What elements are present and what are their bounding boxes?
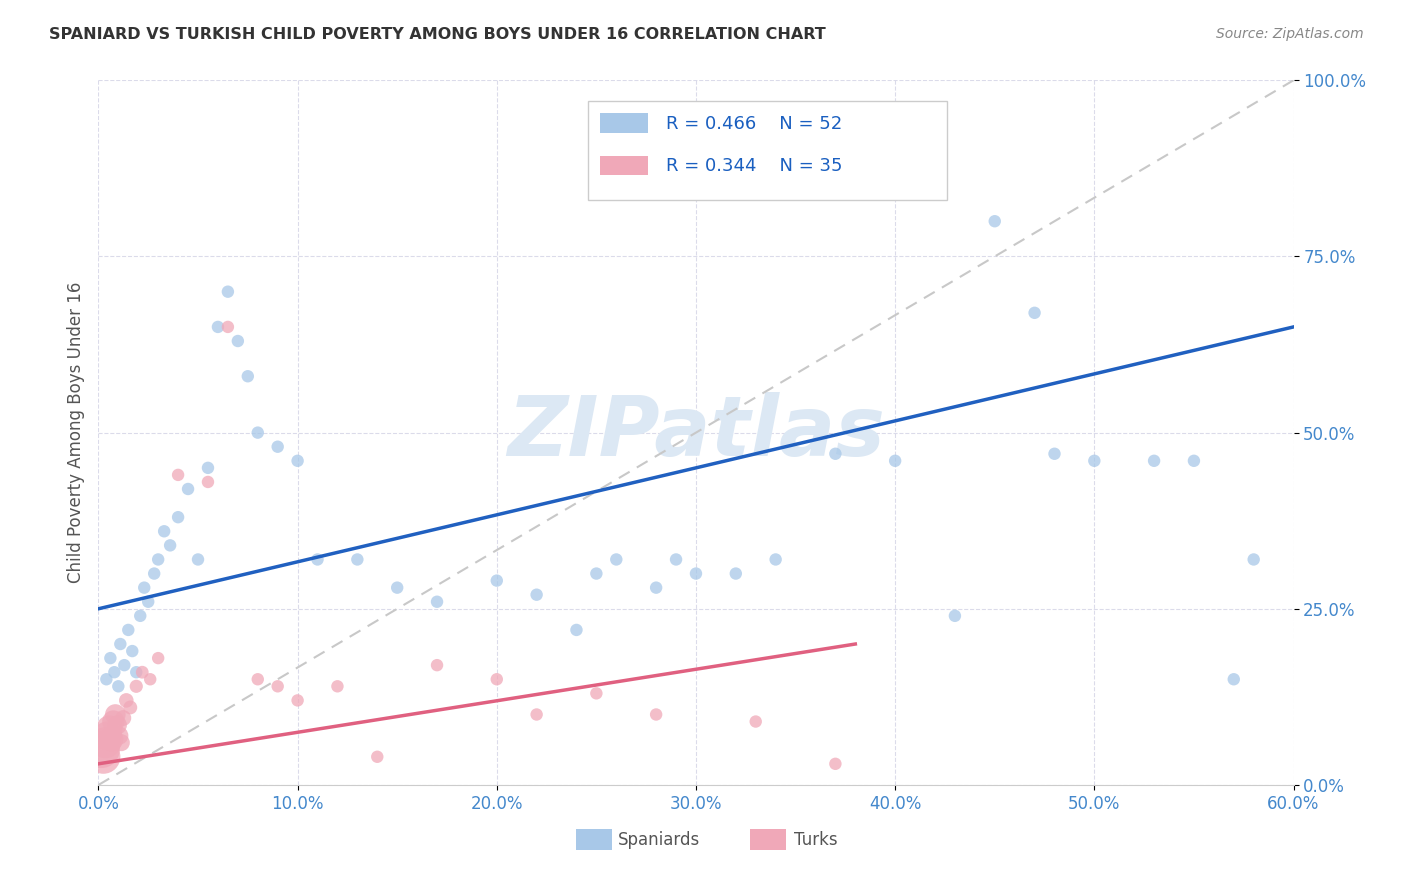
Point (1223, 673, 1246, 687)
Point (104, 707, 127, 722)
Point (326, 679, 349, 693)
Text: SPANIARD VS TURKISH CHILD POVERTY AMONG BOYS UNDER 16 CORRELATION CHART: SPANIARD VS TURKISH CHILD POVERTY AMONG … (49, 27, 825, 42)
Point (103, 665, 125, 680)
Point (1182, 454, 1205, 468)
Point (346, 552, 368, 566)
Point (94, 736, 117, 750)
Point (307, 552, 329, 566)
Point (1024, 306, 1046, 320)
Point (131, 665, 153, 680)
Point (167, 467, 190, 482)
Point (98, 651, 122, 665)
Point (1043, 447, 1066, 461)
Point (110, 736, 132, 750)
Point (645, 707, 668, 722)
Point (187, 552, 209, 566)
Bar (600, 113, 648, 133)
Point (824, 756, 846, 771)
Point (90, 742, 112, 756)
Point (943, 608, 966, 623)
Point (167, 510, 190, 524)
Point (385, 581, 409, 595)
Point (159, 538, 181, 552)
Point (148, 651, 170, 665)
Point (108, 729, 131, 743)
Point (153, 524, 176, 539)
Point (197, 475, 219, 489)
Point (226, 334, 249, 348)
Point (96, 673, 118, 687)
FancyBboxPatch shape (589, 102, 948, 200)
Point (98, 722, 121, 736)
Text: Source: ZipAtlas.com: Source: ZipAtlas.com (1216, 27, 1364, 41)
Point (745, 714, 768, 729)
Point (134, 581, 156, 595)
Point (485, 673, 508, 687)
Point (585, 686, 607, 700)
Point (100, 732, 122, 747)
Point (217, 319, 239, 334)
Text: ZIPatlas: ZIPatlas (508, 392, 884, 473)
Point (526, 707, 548, 722)
Point (129, 608, 152, 623)
Point (267, 679, 290, 693)
Point (585, 566, 607, 581)
Y-axis label: Child Poverty Among Boys Under 16: Child Poverty Among Boys Under 16 (66, 282, 84, 583)
Point (724, 566, 747, 581)
Point (287, 454, 309, 468)
Point (136, 595, 159, 609)
Point (125, 679, 148, 693)
Point (148, 552, 170, 566)
Text: Spaniards: Spaniards (619, 831, 700, 849)
Point (1243, 552, 1265, 566)
Point (287, 693, 309, 707)
Point (207, 319, 229, 334)
Point (217, 285, 239, 299)
Point (485, 574, 508, 588)
Point (120, 700, 142, 714)
Point (824, 447, 846, 461)
Point (685, 566, 707, 581)
Point (125, 665, 148, 680)
Point (103, 714, 125, 729)
Text: R = 0.466    N = 52: R = 0.466 N = 52 (666, 115, 842, 133)
Point (246, 425, 269, 440)
Point (1143, 454, 1166, 468)
Point (93, 749, 115, 764)
Point (115, 693, 138, 707)
Text: R = 0.344    N = 35: R = 0.344 N = 35 (666, 157, 842, 175)
Point (426, 658, 449, 673)
Point (246, 673, 269, 687)
Point (117, 623, 139, 637)
Point (267, 440, 290, 454)
Point (645, 581, 668, 595)
Point (197, 460, 219, 475)
Point (112, 711, 135, 725)
Point (526, 588, 548, 602)
Point (96, 729, 118, 743)
Point (177, 482, 200, 496)
Point (366, 749, 388, 764)
Point (426, 595, 449, 609)
Point (110, 637, 132, 651)
Point (665, 552, 688, 566)
Point (143, 566, 166, 581)
Bar (576, 830, 613, 850)
Point (139, 673, 162, 687)
Point (884, 454, 907, 468)
Point (605, 552, 627, 566)
Point (565, 623, 588, 637)
Text: Turks: Turks (794, 831, 838, 849)
Point (112, 658, 135, 673)
Bar (600, 156, 648, 176)
Point (984, 214, 1007, 228)
Bar (749, 830, 786, 850)
Point (121, 644, 143, 658)
Point (1083, 454, 1105, 468)
Point (105, 718, 128, 732)
Point (765, 552, 787, 566)
Point (107, 679, 129, 693)
Point (236, 369, 259, 384)
